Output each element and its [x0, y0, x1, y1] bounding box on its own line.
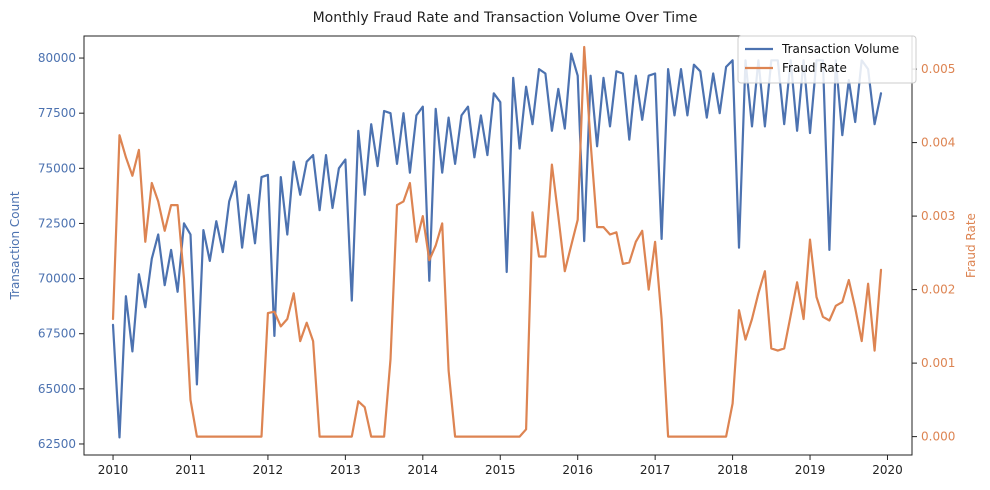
right-tick-label: 0.004: [921, 136, 955, 150]
right-axis-label: Fraud Rate: [964, 213, 978, 278]
left-axis-label: Transaction Count: [8, 191, 22, 300]
x-tick-label: 2018: [717, 463, 748, 477]
legend-box: [737, 35, 917, 84]
plot-area: [83, 35, 913, 456]
fraud-rate-line: [111, 45, 883, 438]
plot-frame: [83, 35, 913, 456]
x-tick-label: 2014: [408, 463, 439, 477]
legend: Transaction Volume Fraud Rate: [737, 35, 917, 84]
legend-entry: Transaction Volume: [781, 42, 899, 56]
x-tick-label: 2011: [175, 463, 206, 477]
right-tick-label: 0.003: [921, 209, 955, 223]
x-tick-label: 2020: [872, 463, 903, 477]
x-tick-label: 2015: [485, 463, 516, 477]
right-y-axis: 0.000 0.001 0.002 0.003 0.004 0.005: [912, 62, 955, 444]
right-tick-label: 0.002: [921, 283, 955, 297]
right-tick-label: 0.000: [921, 430, 955, 444]
x-tick-label: 2019: [795, 463, 826, 477]
x-tick-label: 2016: [562, 463, 593, 477]
left-tick-label: 62500: [38, 437, 76, 451]
left-tick-label: 77500: [38, 106, 76, 120]
x-tick-label: 2017: [640, 463, 671, 477]
x-tick-label: 2013: [330, 463, 361, 477]
x-axis: 2010 2011 2012 2013 2014 2015 2016 2017 2018 2019…: [98, 455, 903, 477]
transaction-volume-line: [111, 52, 883, 439]
right-tick-label: 0.001: [921, 356, 955, 370]
x-tick-label: 2010: [98, 463, 129, 477]
x-tick-label: 2012: [253, 463, 284, 477]
left-y-axis: 62500 65000 67500 70000 72500 75000 77500 80000: [38, 51, 84, 451]
left-tick-label: 65000: [38, 382, 76, 396]
left-tick-label: 67500: [38, 327, 76, 341]
left-tick-label: 72500: [38, 216, 76, 230]
legend-entry: Fraud Rate: [782, 61, 847, 75]
left-tick-label: 75000: [38, 161, 76, 175]
series-layer: [111, 45, 883, 439]
left-tick-label: 80000: [38, 51, 76, 65]
chart-title: Monthly Fraud Rate and Transaction Volum…: [313, 10, 698, 26]
right-tick-label: 0.005: [921, 62, 955, 76]
left-tick-label: 70000: [38, 272, 76, 286]
